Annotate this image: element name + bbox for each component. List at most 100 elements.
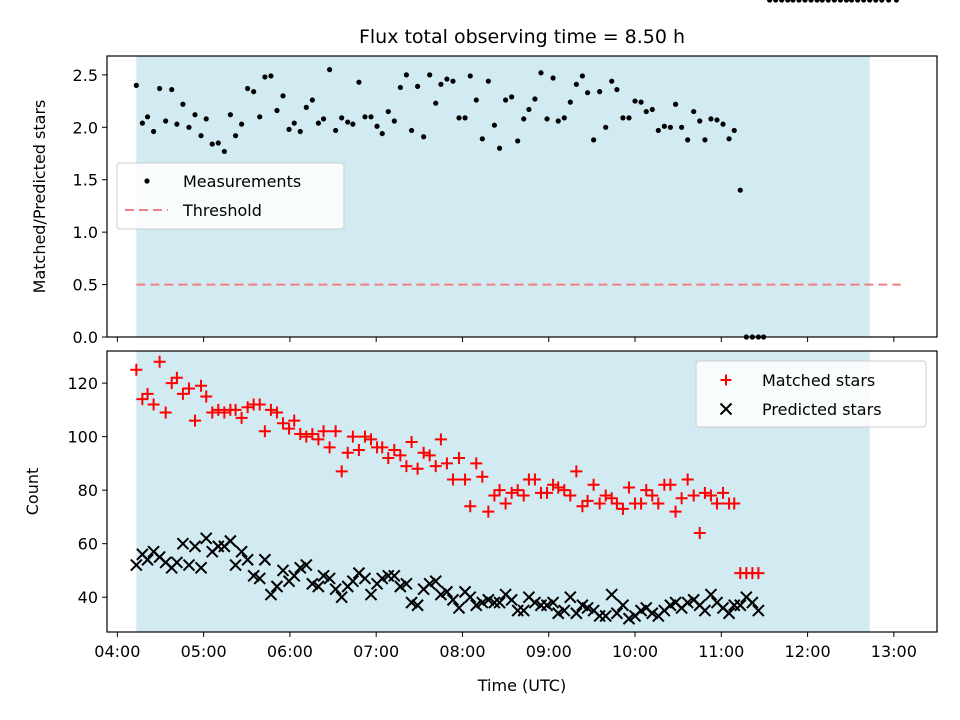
- matched-star-point: [717, 486, 730, 499]
- predicted-star-point: [300, 558, 313, 572]
- measurement-point: [879, 0, 885, 3]
- measurement-point: [785, 0, 791, 3]
- measurement-point: [626, 115, 632, 121]
- matched-star-point: [136, 393, 149, 406]
- measurement-point: [831, 0, 837, 3]
- matched-star-point: [429, 460, 442, 473]
- matched-star-point: [605, 492, 618, 505]
- matched-star-point: [693, 526, 706, 539]
- measurement-point: [221, 148, 227, 155]
- measurement-point: [790, 0, 796, 3]
- matched-star-point: [365, 433, 378, 446]
- predicted-star-point: [446, 593, 460, 607]
- measurement-point: [679, 124, 685, 130]
- matched-star-point: [218, 406, 231, 419]
- x-tick-label: 10:00: [612, 642, 658, 661]
- measurement-point: [614, 86, 620, 93]
- matched-star-point: [528, 473, 541, 486]
- matched-star-point: [681, 473, 694, 486]
- measurement-point: [814, 0, 820, 3]
- legend-matched-label: Matched stars: [762, 371, 875, 390]
- x-tick-label: 13:00: [871, 642, 917, 661]
- predicted-star-point: [258, 553, 272, 566]
- matched-star-point: [283, 422, 296, 435]
- predicted-star-point: [411, 599, 424, 612]
- predicted-star-point: [200, 532, 213, 545]
- measurement-point: [779, 0, 785, 3]
- measurement-point: [579, 73, 585, 79]
- matched-star-point: [511, 484, 524, 497]
- measurement-point: [268, 73, 274, 79]
- matched-star-point: [728, 497, 741, 510]
- matched-star-point: [170, 371, 183, 384]
- measurement-point: [620, 115, 626, 121]
- measurement-point: [573, 81, 579, 87]
- matched-star-point: [499, 497, 512, 510]
- measurement-point: [462, 115, 468, 121]
- measurement-point: [232, 133, 239, 139]
- matched-star-point: [470, 457, 483, 470]
- measurement-point: [297, 128, 303, 135]
- predicted-star-point: [488, 596, 501, 609]
- y-tick-label: 40: [78, 588, 98, 607]
- matched-star-point: [300, 430, 313, 443]
- measurement-point: [848, 0, 855, 3]
- measurement-point: [333, 127, 339, 134]
- predicted-star-point: [464, 591, 477, 604]
- predicted-star-point: [599, 609, 612, 623]
- x-tick-label: 05:00: [181, 642, 227, 661]
- measurement-point: [368, 114, 374, 120]
- bottom-y-ticks: 40 60 80 100 120: [67, 374, 107, 607]
- y-tick-label: 1.0: [73, 223, 98, 242]
- matched-stars-points: [130, 356, 765, 580]
- measurement-point: [467, 73, 473, 79]
- predicted-star-point: [130, 558, 143, 572]
- measurement-point: [561, 115, 567, 121]
- measurement-point: [180, 101, 186, 107]
- matched-star-point: [664, 478, 677, 491]
- matched-star-point: [335, 465, 348, 478]
- measurement-point: [893, 0, 900, 3]
- bottom-y-axis-label: Count: [23, 468, 42, 516]
- measurement-point: [603, 124, 609, 130]
- measurement-point: [632, 98, 638, 104]
- measurement-point: [309, 97, 315, 103]
- legend-measurements-label: Measurements: [183, 172, 301, 191]
- predicted-star-point: [400, 577, 413, 591]
- matched-star-point: [189, 414, 202, 427]
- matched-star-point: [464, 500, 477, 513]
- predicted-star-point: [722, 607, 736, 620]
- measurement-point: [245, 85, 251, 92]
- measurement-point: [708, 116, 714, 122]
- matched-star-point: [482, 505, 495, 518]
- y-tick-label: 0.5: [73, 276, 98, 295]
- matched-star-point: [212, 403, 225, 416]
- measurement-point: [408, 127, 415, 134]
- matched-star-point: [306, 427, 319, 440]
- measurement-point: [286, 126, 292, 132]
- matched-star-point: [652, 497, 665, 510]
- x-tick-label: 08:00: [439, 642, 485, 661]
- matched-star-point: [547, 478, 560, 491]
- x-tick-label: 12:00: [785, 642, 831, 661]
- y-tick-label: 0.0: [73, 328, 98, 347]
- measurement-point: [391, 118, 397, 124]
- matched-star-point: [493, 484, 506, 497]
- top-x-ticks: [116, 337, 895, 342]
- measurement-point: [609, 78, 615, 84]
- measurement-point: [385, 108, 391, 115]
- bottom-x-ticks: 04:00 05:00 06:00 07:00 08:00 09:00 10:00 11:00…: [94, 632, 917, 661]
- measurement-point: [356, 79, 362, 85]
- matched-star-point: [312, 433, 325, 446]
- predicted-star-point: [517, 604, 530, 617]
- matched-star-point: [147, 398, 160, 411]
- matched-star-point: [505, 486, 518, 499]
- matched-star-point: [640, 484, 653, 497]
- measurement-point: [198, 133, 204, 139]
- matched-star-point: [635, 497, 648, 510]
- matched-star-point: [616, 502, 629, 515]
- measurement-point: [691, 108, 697, 115]
- matched-star-point: [599, 489, 612, 502]
- measurement-point: [714, 117, 720, 123]
- matched-star-point: [346, 430, 359, 443]
